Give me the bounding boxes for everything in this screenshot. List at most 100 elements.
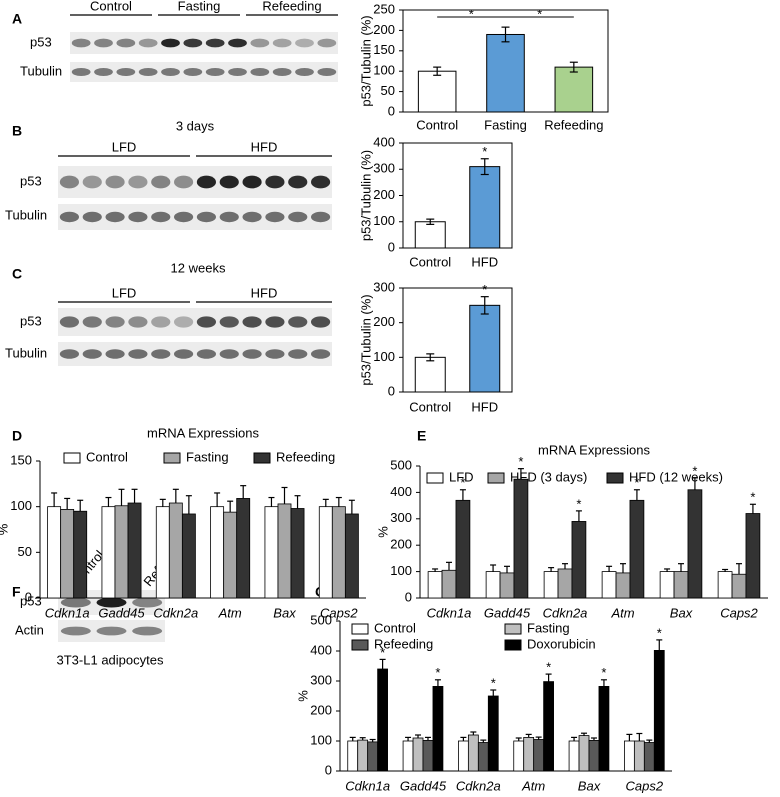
y-tick-label: 150 — [10, 452, 32, 467]
significance-star: * — [482, 144, 487, 159]
blot-title: 12 weeks — [171, 260, 226, 275]
blot-band — [205, 38, 225, 48]
x-tick-label: Atm — [521, 778, 545, 793]
significance-star: * — [518, 454, 523, 469]
y-tick-label: 300 — [390, 510, 412, 525]
blot-band — [265, 175, 285, 189]
bar — [47, 506, 62, 599]
blot-band — [183, 38, 203, 48]
panel-letter: D — [12, 428, 22, 444]
legend-swatch — [163, 452, 181, 464]
blot-band — [105, 211, 125, 223]
plot-frame — [402, 142, 513, 249]
legend-swatch — [253, 452, 271, 464]
significance-star: * — [576, 496, 581, 511]
blot-band — [96, 597, 127, 608]
chart-title: mRNA Expressions — [538, 442, 650, 457]
bar — [331, 506, 346, 599]
significance-star: * — [657, 625, 662, 640]
y-tick-label: 200 — [390, 537, 412, 552]
y-tick-label: 300 — [310, 672, 332, 687]
blot-band — [310, 316, 331, 328]
bar — [629, 499, 645, 599]
x-tick-label: Control — [409, 399, 451, 414]
panel-letter: B — [12, 123, 22, 139]
bar — [533, 739, 545, 772]
blot-caption: 3T3-L1 adipocytes — [57, 652, 164, 667]
bar — [486, 33, 525, 113]
legend-label: Doxorubicin — [527, 636, 596, 651]
blot-band — [242, 211, 262, 223]
lane-group-label: Refeeding — [262, 0, 321, 13]
blot-band — [183, 68, 203, 76]
x-tick-label: Control — [416, 117, 458, 132]
blot-band — [242, 349, 262, 359]
bar — [513, 740, 525, 772]
bar — [422, 740, 434, 772]
bar — [643, 742, 655, 772]
significance-star: * — [460, 475, 465, 490]
blot-band — [161, 68, 180, 76]
y-tick-label: 100 — [373, 63, 395, 78]
blot-band — [59, 175, 80, 189]
bar — [499, 572, 515, 599]
x-tick-label: Bax — [670, 605, 693, 620]
x-tick-label: HFD — [471, 399, 498, 414]
bar — [568, 740, 580, 772]
blot-band — [242, 175, 262, 189]
y-axis-label: p53/Tubulin (%) — [358, 15, 373, 106]
bar — [601, 571, 617, 599]
x-tick-label: Atm — [218, 605, 242, 620]
blot-band — [105, 175, 125, 189]
legend-label: HFD (3 days) — [510, 469, 587, 484]
bar — [731, 573, 747, 599]
significance-star: * — [469, 6, 474, 21]
legend-label: Fasting — [527, 620, 570, 635]
bar — [73, 510, 88, 599]
blot-band — [265, 316, 285, 328]
blot-band — [219, 211, 239, 223]
significance-star: * — [601, 665, 606, 680]
bar — [114, 505, 129, 599]
bar — [659, 571, 675, 599]
blot-band — [128, 316, 148, 328]
blot-background — [58, 342, 332, 366]
legend-swatch — [351, 639, 369, 651]
blot-band — [161, 38, 180, 48]
blot-band — [288, 175, 308, 189]
bar — [168, 502, 183, 599]
x-tick-label: Caps2 — [626, 778, 664, 793]
legend-label: Fasting — [186, 449, 229, 464]
blot-band — [59, 211, 80, 223]
y-tick-label: 0 — [388, 103, 395, 118]
y-tick-label: 100 — [373, 213, 395, 228]
y-tick-label: 400 — [310, 642, 332, 657]
blot-band — [242, 316, 262, 328]
bar — [402, 740, 414, 772]
blot-row-label: p53 — [20, 593, 42, 608]
blot-band — [173, 316, 194, 328]
blot-band — [295, 68, 314, 76]
legend-label: Refeeding — [374, 636, 433, 651]
bar — [290, 508, 305, 599]
bar — [101, 506, 116, 599]
x-tick-label: Atm — [610, 605, 634, 620]
y-tick-label: 500 — [310, 612, 332, 627]
blot-band — [59, 316, 80, 328]
legend-label: HFD (12 weeks) — [629, 469, 723, 484]
panel-letter: F — [12, 584, 21, 600]
blot-band — [310, 349, 331, 359]
panel-letter: C — [12, 266, 22, 282]
bar — [417, 70, 457, 113]
bar — [414, 221, 446, 249]
bar — [578, 735, 590, 772]
blot-band — [151, 175, 171, 189]
blot-band — [82, 349, 102, 359]
bar — [467, 734, 479, 772]
blot-background — [70, 32, 338, 54]
bar — [458, 740, 469, 772]
bar — [523, 737, 535, 772]
blot-band — [151, 349, 171, 359]
blot-band — [310, 211, 331, 223]
legend-swatch — [487, 472, 505, 484]
